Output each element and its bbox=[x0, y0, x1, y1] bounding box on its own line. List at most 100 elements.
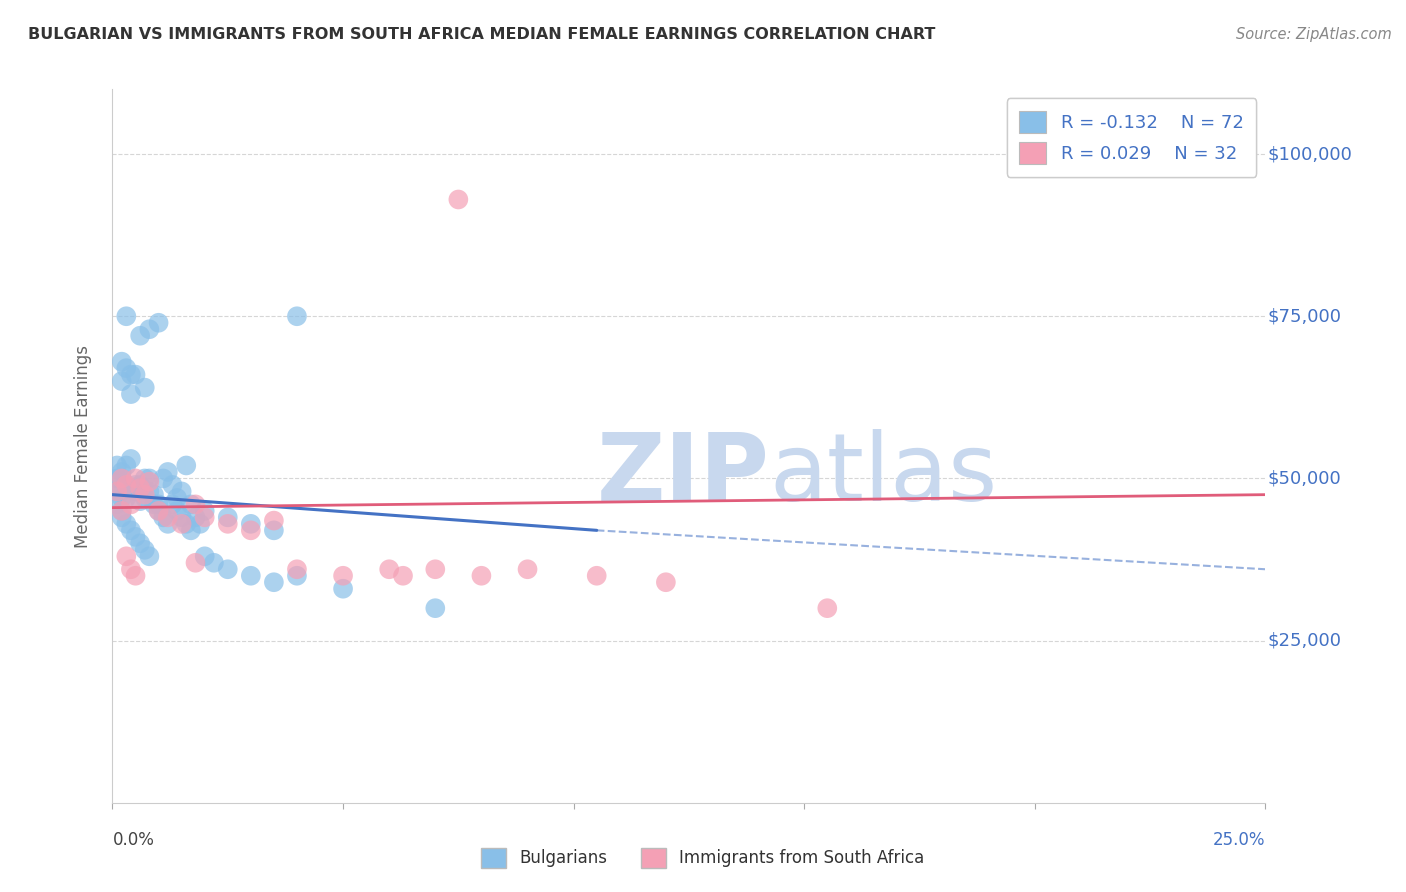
Point bbox=[120, 368, 142, 382]
Point bbox=[115, 549, 138, 564]
Y-axis label: Median Female Earnings: Median Female Earnings bbox=[73, 344, 91, 548]
Point bbox=[134, 471, 156, 485]
Point bbox=[115, 458, 138, 473]
Text: $100,000: $100,000 bbox=[1268, 145, 1353, 163]
Point bbox=[184, 497, 207, 511]
Text: 0.0%: 0.0% bbox=[112, 831, 155, 849]
Point bbox=[111, 484, 134, 499]
Point bbox=[138, 475, 160, 489]
Point bbox=[447, 193, 470, 207]
Point bbox=[105, 458, 128, 473]
Point bbox=[332, 582, 354, 596]
Point bbox=[124, 478, 146, 492]
Point bbox=[120, 562, 142, 576]
Point bbox=[162, 497, 184, 511]
Point bbox=[263, 524, 285, 538]
Point bbox=[115, 491, 138, 505]
Point bbox=[217, 562, 239, 576]
Point bbox=[124, 471, 146, 485]
Point bbox=[285, 310, 308, 324]
Text: $50,000: $50,000 bbox=[1268, 469, 1341, 487]
Point bbox=[392, 568, 415, 582]
Point bbox=[105, 484, 128, 499]
Point bbox=[170, 510, 193, 524]
Point bbox=[138, 471, 160, 485]
Point bbox=[138, 484, 160, 499]
Text: $25,000: $25,000 bbox=[1268, 632, 1341, 649]
Point bbox=[120, 524, 142, 538]
Point bbox=[180, 497, 202, 511]
Point bbox=[152, 510, 174, 524]
Text: BULGARIAN VS IMMIGRANTS FROM SOUTH AFRICA MEDIAN FEMALE EARNINGS CORRELATION CHA: BULGARIAN VS IMMIGRANTS FROM SOUTH AFRIC… bbox=[28, 27, 935, 42]
Point bbox=[170, 516, 193, 531]
Point bbox=[148, 316, 170, 330]
Point bbox=[184, 510, 207, 524]
Point bbox=[129, 536, 152, 550]
Point bbox=[470, 568, 492, 582]
Point bbox=[120, 497, 142, 511]
Point bbox=[332, 568, 354, 582]
Point bbox=[162, 478, 184, 492]
Point bbox=[105, 497, 128, 511]
Point bbox=[217, 510, 239, 524]
Point bbox=[156, 465, 179, 479]
Point bbox=[124, 484, 146, 499]
Point bbox=[124, 568, 146, 582]
Point bbox=[239, 568, 262, 582]
Point bbox=[143, 488, 166, 502]
Point bbox=[148, 504, 170, 518]
Point bbox=[263, 514, 285, 528]
Point bbox=[111, 374, 134, 388]
Point bbox=[285, 568, 308, 582]
Point bbox=[129, 328, 152, 343]
Legend: Bulgarians, Immigrants from South Africa: Bulgarians, Immigrants from South Africa bbox=[475, 841, 931, 875]
Text: Source: ZipAtlas.com: Source: ZipAtlas.com bbox=[1236, 27, 1392, 42]
Text: atlas: atlas bbox=[769, 428, 998, 521]
Point bbox=[263, 575, 285, 590]
Point bbox=[156, 516, 179, 531]
Point bbox=[194, 549, 217, 564]
Point bbox=[129, 494, 152, 508]
Point bbox=[124, 368, 146, 382]
Point bbox=[180, 524, 202, 538]
Point bbox=[425, 562, 447, 576]
Point bbox=[138, 549, 160, 564]
Point bbox=[115, 516, 138, 531]
Point bbox=[111, 471, 134, 485]
Point bbox=[655, 575, 678, 590]
Point bbox=[120, 387, 142, 401]
Point bbox=[815, 601, 838, 615]
Point bbox=[202, 556, 225, 570]
Point bbox=[156, 510, 179, 524]
Point bbox=[148, 504, 170, 518]
Point bbox=[138, 322, 160, 336]
Point bbox=[115, 310, 138, 324]
Point bbox=[194, 510, 217, 524]
Point bbox=[378, 562, 401, 576]
Point bbox=[166, 504, 188, 518]
Point bbox=[152, 471, 174, 485]
Point bbox=[111, 471, 134, 485]
Point bbox=[285, 562, 308, 576]
Point bbox=[170, 484, 193, 499]
Point bbox=[111, 354, 134, 368]
Point bbox=[134, 488, 156, 502]
Point bbox=[111, 504, 134, 518]
Point bbox=[425, 601, 447, 615]
Point bbox=[115, 478, 138, 492]
Point bbox=[105, 471, 128, 485]
Point bbox=[134, 542, 156, 557]
Point bbox=[111, 465, 134, 479]
Point bbox=[217, 516, 239, 531]
Text: 25.0%: 25.0% bbox=[1213, 831, 1265, 849]
Point bbox=[120, 452, 142, 467]
Point bbox=[134, 381, 156, 395]
Point bbox=[115, 361, 138, 376]
Point bbox=[111, 510, 134, 524]
Point bbox=[516, 562, 538, 576]
Point bbox=[184, 556, 207, 570]
Point bbox=[129, 481, 152, 495]
Point bbox=[111, 504, 134, 518]
Point bbox=[129, 478, 152, 492]
Text: ZIP: ZIP bbox=[596, 428, 769, 521]
